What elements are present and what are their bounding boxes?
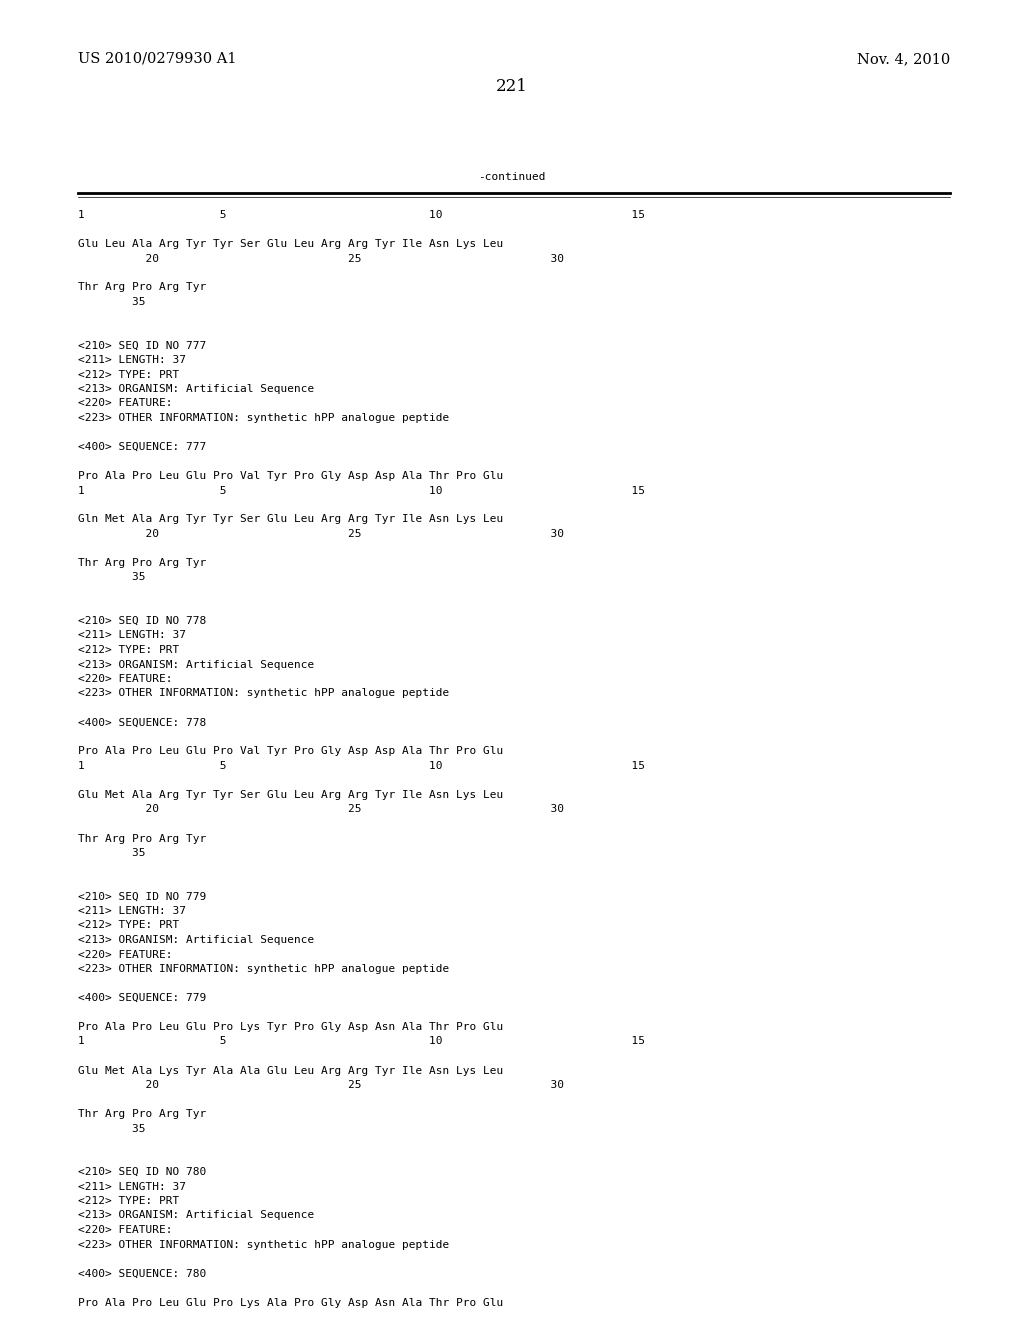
Text: <211> LENGTH: 37: <211> LENGTH: 37 [78,631,186,640]
Text: <223> OTHER INFORMATION: synthetic hPP analogue peptide: <223> OTHER INFORMATION: synthetic hPP a… [78,689,450,698]
Text: <212> TYPE: PRT: <212> TYPE: PRT [78,920,179,931]
Text: Pro Ala Pro Leu Glu Pro Lys Ala Pro Gly Asp Asn Ala Thr Pro Glu: Pro Ala Pro Leu Glu Pro Lys Ala Pro Gly … [78,1298,503,1308]
Text: <210> SEQ ID NO 780: <210> SEQ ID NO 780 [78,1167,206,1177]
Text: <212> TYPE: PRT: <212> TYPE: PRT [78,370,179,380]
Text: <220> FEATURE:: <220> FEATURE: [78,949,172,960]
Text: US 2010/0279930 A1: US 2010/0279930 A1 [78,51,237,66]
Text: 1                    5                              10                          : 1 5 10 [78,210,645,220]
Text: <400> SEQUENCE: 780: <400> SEQUENCE: 780 [78,1269,206,1279]
Text: Glu Leu Ala Arg Tyr Tyr Ser Glu Leu Arg Arg Tyr Ile Asn Lys Leu: Glu Leu Ala Arg Tyr Tyr Ser Glu Leu Arg … [78,239,503,249]
Text: <223> OTHER INFORMATION: synthetic hPP analogue peptide: <223> OTHER INFORMATION: synthetic hPP a… [78,413,450,422]
Text: <213> ORGANISM: Artificial Sequence: <213> ORGANISM: Artificial Sequence [78,384,314,393]
Text: Thr Arg Pro Arg Tyr: Thr Arg Pro Arg Tyr [78,558,206,568]
Text: 1                    5                              10                          : 1 5 10 [78,486,645,495]
Text: Thr Arg Pro Arg Tyr: Thr Arg Pro Arg Tyr [78,833,206,843]
Text: -continued: -continued [478,172,546,182]
Text: 221: 221 [496,78,528,95]
Text: Glu Met Ala Arg Tyr Tyr Ser Glu Leu Arg Arg Tyr Ile Asn Lys Leu: Glu Met Ala Arg Tyr Tyr Ser Glu Leu Arg … [78,789,503,800]
Text: 35: 35 [78,1123,145,1134]
Text: 20                            25                            30: 20 25 30 [78,804,564,814]
Text: Thr Arg Pro Arg Tyr: Thr Arg Pro Arg Tyr [78,282,206,293]
Text: Pro Ala Pro Leu Glu Pro Lys Tyr Pro Gly Asp Asn Ala Thr Pro Glu: Pro Ala Pro Leu Glu Pro Lys Tyr Pro Gly … [78,1022,503,1032]
Text: Pro Ala Pro Leu Glu Pro Val Tyr Pro Gly Asp Asp Ala Thr Pro Glu: Pro Ala Pro Leu Glu Pro Val Tyr Pro Gly … [78,471,503,480]
Text: Pro Ala Pro Leu Glu Pro Val Tyr Pro Gly Asp Asp Ala Thr Pro Glu: Pro Ala Pro Leu Glu Pro Val Tyr Pro Gly … [78,747,503,756]
Text: 1                    5                              10                          : 1 5 10 [78,762,645,771]
Text: Gln Met Ala Arg Tyr Tyr Ser Glu Leu Arg Arg Tyr Ile Asn Lys Leu: Gln Met Ala Arg Tyr Tyr Ser Glu Leu Arg … [78,515,503,524]
Text: Thr Arg Pro Arg Tyr: Thr Arg Pro Arg Tyr [78,1109,206,1119]
Text: <210> SEQ ID NO 778: <210> SEQ ID NO 778 [78,616,206,626]
Text: <213> ORGANISM: Artificial Sequence: <213> ORGANISM: Artificial Sequence [78,1210,314,1221]
Text: <400> SEQUENCE: 778: <400> SEQUENCE: 778 [78,718,206,727]
Text: 20                            25                            30: 20 25 30 [78,1080,564,1090]
Text: <212> TYPE: PRT: <212> TYPE: PRT [78,645,179,655]
Text: <211> LENGTH: 37: <211> LENGTH: 37 [78,355,186,366]
Text: <213> ORGANISM: Artificial Sequence: <213> ORGANISM: Artificial Sequence [78,660,314,669]
Text: <211> LENGTH: 37: <211> LENGTH: 37 [78,906,186,916]
Text: 20                            25                            30: 20 25 30 [78,253,564,264]
Text: <212> TYPE: PRT: <212> TYPE: PRT [78,1196,179,1206]
Text: 20                            25                            30: 20 25 30 [78,529,564,539]
Text: 35: 35 [78,297,145,308]
Text: <220> FEATURE:: <220> FEATURE: [78,1225,172,1236]
Text: <220> FEATURE:: <220> FEATURE: [78,675,172,684]
Text: 35: 35 [78,847,145,858]
Text: <211> LENGTH: 37: <211> LENGTH: 37 [78,1181,186,1192]
Text: <223> OTHER INFORMATION: synthetic hPP analogue peptide: <223> OTHER INFORMATION: synthetic hPP a… [78,964,450,974]
Text: 35: 35 [78,573,145,582]
Text: <400> SEQUENCE: 777: <400> SEQUENCE: 777 [78,442,206,451]
Text: <210> SEQ ID NO 777: <210> SEQ ID NO 777 [78,341,206,351]
Text: <400> SEQUENCE: 779: <400> SEQUENCE: 779 [78,993,206,1003]
Text: Glu Met Ala Lys Tyr Ala Ala Glu Leu Arg Arg Tyr Ile Asn Lys Leu: Glu Met Ala Lys Tyr Ala Ala Glu Leu Arg … [78,1065,503,1076]
Text: 1                    5                              10                          : 1 5 10 [78,1036,645,1047]
Text: <210> SEQ ID NO 779: <210> SEQ ID NO 779 [78,891,206,902]
Text: Nov. 4, 2010: Nov. 4, 2010 [857,51,950,66]
Text: <220> FEATURE:: <220> FEATURE: [78,399,172,408]
Text: <213> ORGANISM: Artificial Sequence: <213> ORGANISM: Artificial Sequence [78,935,314,945]
Text: <223> OTHER INFORMATION: synthetic hPP analogue peptide: <223> OTHER INFORMATION: synthetic hPP a… [78,1239,450,1250]
